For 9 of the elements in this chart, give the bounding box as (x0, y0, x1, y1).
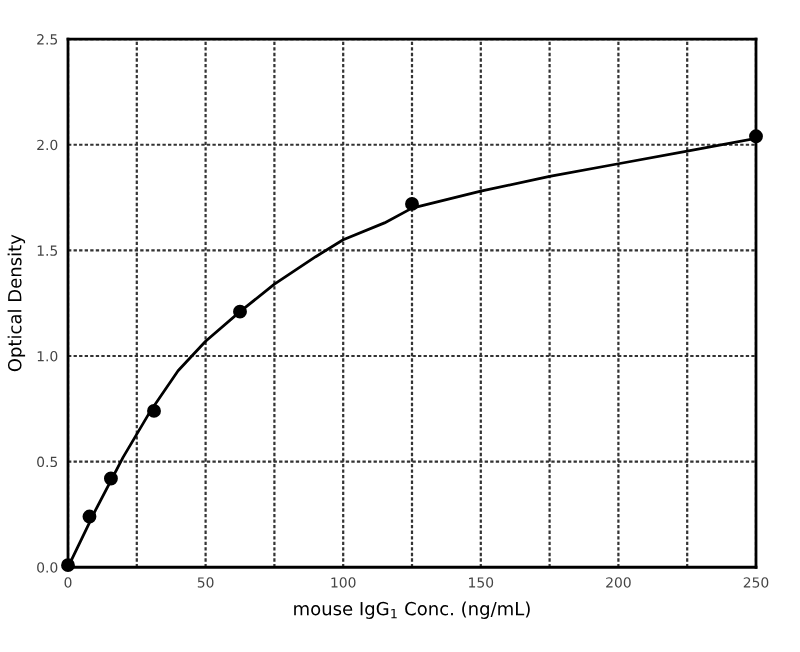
point (233, 304, 247, 319)
point (147, 403, 161, 418)
point (103, 471, 118, 486)
point (405, 196, 419, 211)
point (61, 558, 75, 573)
y-axis-title: Optical Density (7, 234, 26, 372)
point (82, 509, 97, 524)
point (749, 129, 763, 144)
x-axis-title: mouse IgG$_{1}$ Conc. (ng/mL) (294, 601, 530, 619)
